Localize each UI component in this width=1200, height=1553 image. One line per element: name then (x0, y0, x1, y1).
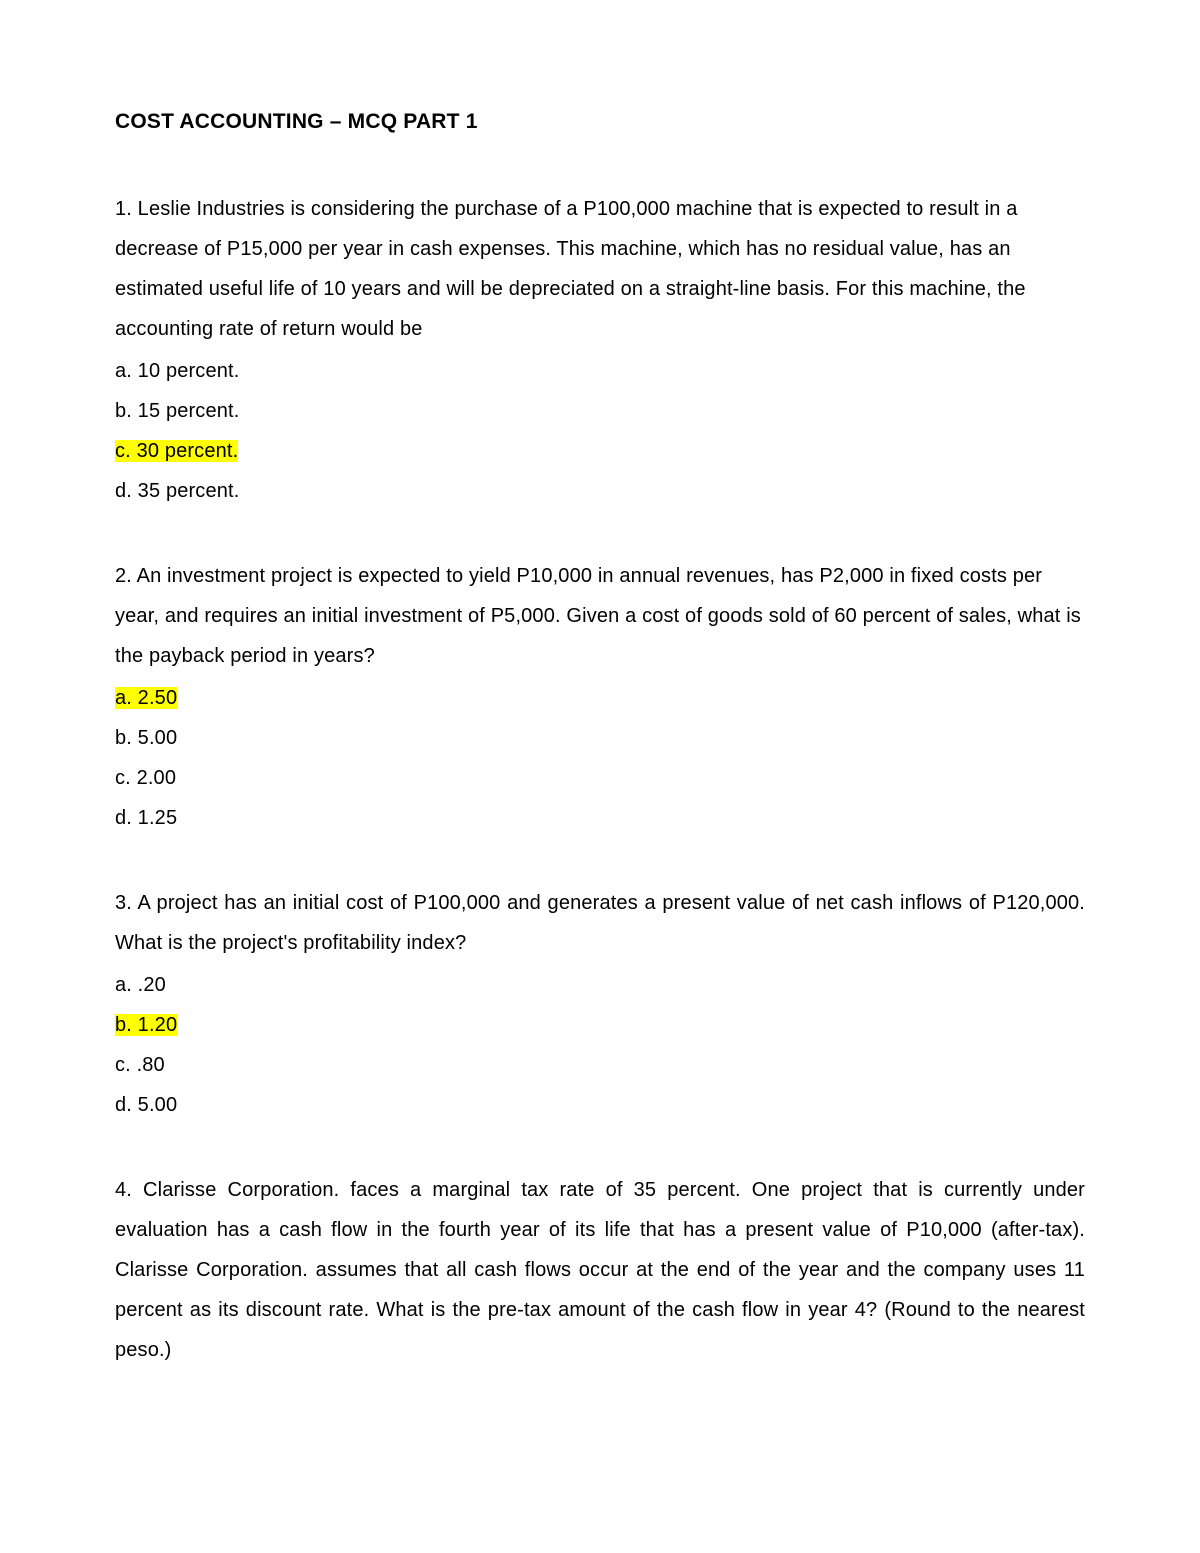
option-a: a. 10 percent. (115, 351, 1085, 391)
option-label: b. 15 percent. (115, 400, 239, 422)
option-label: a. .20 (115, 974, 166, 996)
question-text: 2. An investment project is expected to … (115, 556, 1085, 676)
option-a: a. 2.50 (115, 678, 1085, 718)
question-text: 4. Clarisse Corporation. faces a margina… (115, 1170, 1085, 1370)
options-list: a. 2.50 b. 5.00 c. 2.00 d. 1.25 (115, 678, 1085, 838)
option-b: b. 15 percent. (115, 391, 1085, 431)
option-label: d. 5.00 (115, 1094, 177, 1116)
options-list: a. 10 percent. b. 15 percent. c. 30 perc… (115, 351, 1085, 511)
question-text: 1. Leslie Industries is considering the … (115, 189, 1085, 349)
option-c: c. .80 (115, 1045, 1085, 1085)
option-c: c. 2.00 (115, 758, 1085, 798)
question-text: 3. A project has an initial cost of P100… (115, 883, 1085, 963)
question-block: 1. Leslie Industries is considering the … (115, 189, 1085, 511)
option-label: b. 5.00 (115, 727, 177, 749)
option-d: d. 5.00 (115, 1085, 1085, 1125)
option-label-highlighted: a. 2.50 (115, 687, 177, 709)
option-c: c. 30 percent. (115, 431, 1085, 471)
option-label: c. .80 (115, 1054, 165, 1076)
option-d: d. 1.25 (115, 798, 1085, 838)
options-list: a. .20 b. 1.20 c. .80 d. 5.00 (115, 965, 1085, 1125)
option-label: c. 2.00 (115, 767, 176, 789)
option-label: d. 35 percent. (115, 480, 239, 502)
option-label-highlighted: c. 30 percent. (115, 440, 238, 462)
question-block: 4. Clarisse Corporation. faces a margina… (115, 1170, 1085, 1370)
option-a: a. .20 (115, 965, 1085, 1005)
document-page: COST ACCOUNTING – MCQ PART 1 1. Leslie I… (0, 0, 1200, 1553)
option-d: d. 35 percent. (115, 471, 1085, 511)
option-label: a. 10 percent. (115, 360, 239, 382)
option-b: b. 1.20 (115, 1005, 1085, 1045)
option-label-highlighted: b. 1.20 (115, 1014, 177, 1036)
option-b: b. 5.00 (115, 718, 1085, 758)
page-title: COST ACCOUNTING – MCQ PART 1 (115, 110, 1085, 134)
question-block: 3. A project has an initial cost of P100… (115, 883, 1085, 1125)
option-label: d. 1.25 (115, 807, 177, 829)
question-block: 2. An investment project is expected to … (115, 556, 1085, 838)
